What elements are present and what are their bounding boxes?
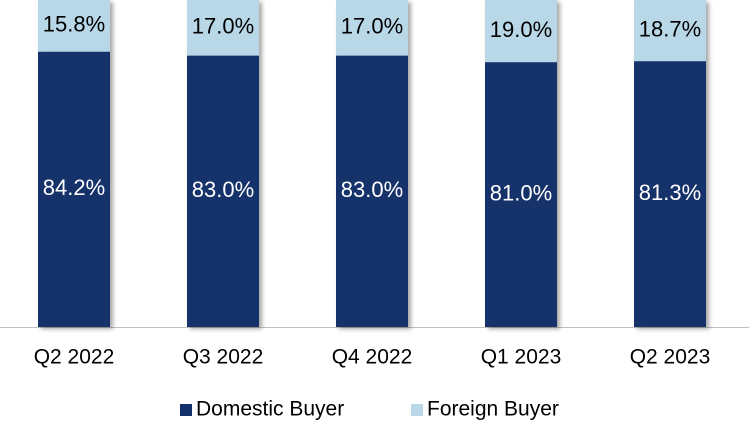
x-tick-label: Q2 2022	[34, 346, 115, 369]
legend-label: Foreign Buyer	[427, 398, 559, 421]
bar-stack	[187, 0, 259, 328]
legend-swatch	[180, 404, 192, 416]
bar-segment	[634, 0, 706, 62]
bar-stack	[336, 0, 408, 328]
bar-stack	[634, 0, 706, 328]
data-label: 83.0%	[341, 177, 403, 202]
bar-stack	[38, 0, 110, 327]
data-label: 83.0%	[192, 177, 254, 202]
data-label: 15.8%	[43, 12, 105, 37]
bar-segment	[485, 62, 557, 327]
bar-segment	[634, 61, 706, 328]
x-tick-label: Q3 2022	[183, 346, 264, 369]
data-label: 17.0%	[192, 14, 254, 39]
x-tick-label: Q1 2023	[481, 346, 562, 369]
bar-segment	[187, 55, 259, 328]
legend-label: Domestic Buyer	[196, 398, 344, 421]
legend-swatch	[411, 404, 423, 416]
data-label: 81.0%	[490, 180, 552, 205]
data-label: 81.3%	[639, 180, 701, 205]
bar-segment	[187, 0, 259, 56]
x-tick-label: Q4 2022	[332, 346, 413, 369]
bar-stack	[485, 0, 557, 327]
bar-segment	[336, 55, 408, 328]
bar-segment	[485, 0, 557, 63]
bar-segment	[336, 0, 408, 56]
x-tick-label: Q2 2023	[630, 346, 711, 369]
bar-segment	[38, 51, 110, 327]
data-label: 18.7%	[639, 16, 701, 41]
bar-segment	[38, 0, 110, 52]
data-label: 84.2%	[43, 175, 105, 200]
data-label: 19.0%	[490, 17, 552, 42]
data-label: 17.0%	[341, 14, 403, 39]
